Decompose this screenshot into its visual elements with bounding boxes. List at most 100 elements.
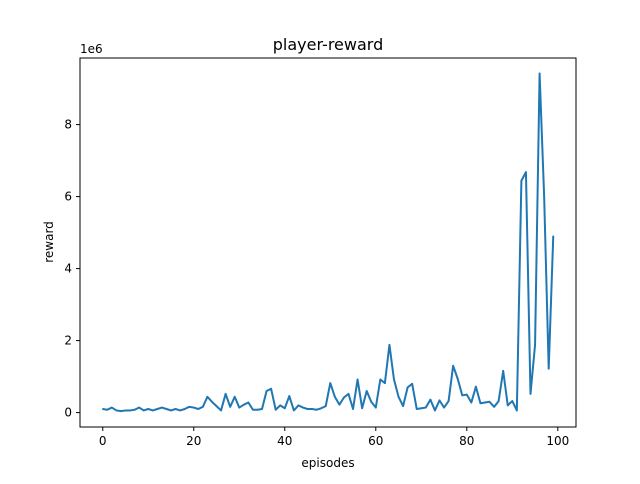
data-point <box>220 409 222 412</box>
data-point <box>120 410 122 412</box>
data-point <box>411 383 413 385</box>
data-point <box>297 404 300 407</box>
chart-title: player-reward <box>273 35 383 54</box>
data-point <box>274 408 277 411</box>
data-point <box>356 378 359 381</box>
y-tick-label: 4 <box>64 262 72 276</box>
data-point <box>543 195 545 198</box>
data-point <box>425 406 427 409</box>
data-point <box>252 408 254 411</box>
data-point <box>147 408 150 410</box>
data-point <box>124 409 127 412</box>
data-point <box>115 409 118 412</box>
data-point <box>306 408 309 410</box>
data-point <box>547 367 550 370</box>
x-tick-label: 0 <box>99 434 107 448</box>
data-point <box>397 395 400 398</box>
data-point <box>420 407 423 410</box>
data-point <box>233 395 236 398</box>
data-point <box>179 409 181 412</box>
data-point <box>493 406 495 408</box>
data-point <box>370 401 373 403</box>
data-point <box>170 409 172 412</box>
data-point <box>238 406 241 409</box>
data-point <box>256 408 259 411</box>
y-tick-label: 6 <box>64 190 72 204</box>
x-tick-label: 40 <box>277 434 292 448</box>
data-point <box>538 72 541 75</box>
data-point <box>279 404 282 407</box>
data-point <box>165 408 168 410</box>
data-point <box>429 398 432 401</box>
data-point <box>374 406 377 409</box>
data-point <box>365 390 368 392</box>
data-point <box>138 406 140 409</box>
data-point <box>479 402 482 405</box>
data-point <box>402 405 404 407</box>
x-tick-label: 60 <box>368 434 383 448</box>
data-point <box>534 344 536 346</box>
data-point <box>470 401 473 404</box>
x-tick-label: 80 <box>459 434 474 448</box>
data-point <box>338 403 341 406</box>
data-point <box>270 388 272 390</box>
data-point <box>438 399 441 402</box>
data-point <box>456 377 459 380</box>
data-point <box>525 171 527 173</box>
data-point <box>552 235 555 237</box>
data-point <box>174 408 177 410</box>
data-point <box>393 378 395 381</box>
y-tick-label: 0 <box>64 406 72 420</box>
data-point <box>406 386 409 389</box>
data-point <box>101 408 104 410</box>
data-point <box>188 406 191 408</box>
data-point <box>502 370 504 372</box>
data-point <box>475 385 477 388</box>
x-tick-label: 100 <box>546 434 569 448</box>
data-point <box>211 401 213 403</box>
data-point <box>192 406 195 409</box>
data-point <box>511 400 514 402</box>
data-point <box>388 344 391 346</box>
data-point <box>379 378 382 381</box>
data-point <box>142 409 145 412</box>
data-point <box>106 408 109 411</box>
data-point <box>283 407 286 410</box>
data-point <box>224 393 227 395</box>
data-point <box>529 393 532 395</box>
data-point <box>329 382 332 384</box>
data-point <box>488 401 491 403</box>
data-point <box>443 406 445 409</box>
data-point <box>265 390 268 392</box>
y-axis-label: reward <box>42 221 56 263</box>
series-line-0 <box>102 72 555 413</box>
y-tick-label: 8 <box>64 118 72 132</box>
plot-frame <box>79 57 577 428</box>
data-point <box>352 408 354 410</box>
data-point <box>347 393 350 395</box>
data-point <box>324 405 327 407</box>
data-point <box>152 409 154 412</box>
data-point <box>293 409 295 412</box>
data-point <box>497 400 500 402</box>
data-point <box>465 393 468 396</box>
y-tick-label: 2 <box>64 334 72 348</box>
data-point <box>520 179 523 182</box>
series-points-0 <box>101 72 555 412</box>
data-point <box>183 408 186 410</box>
data-point <box>215 405 218 407</box>
data-point <box>197 408 200 410</box>
data-point <box>288 395 291 397</box>
data-point <box>484 401 486 404</box>
data-point <box>111 406 113 409</box>
data-point <box>156 408 159 410</box>
data-point <box>516 409 518 412</box>
data-point <box>452 365 454 367</box>
data-point <box>161 406 163 409</box>
data-point <box>434 409 436 412</box>
data-point <box>361 407 363 410</box>
data-point <box>320 407 322 410</box>
